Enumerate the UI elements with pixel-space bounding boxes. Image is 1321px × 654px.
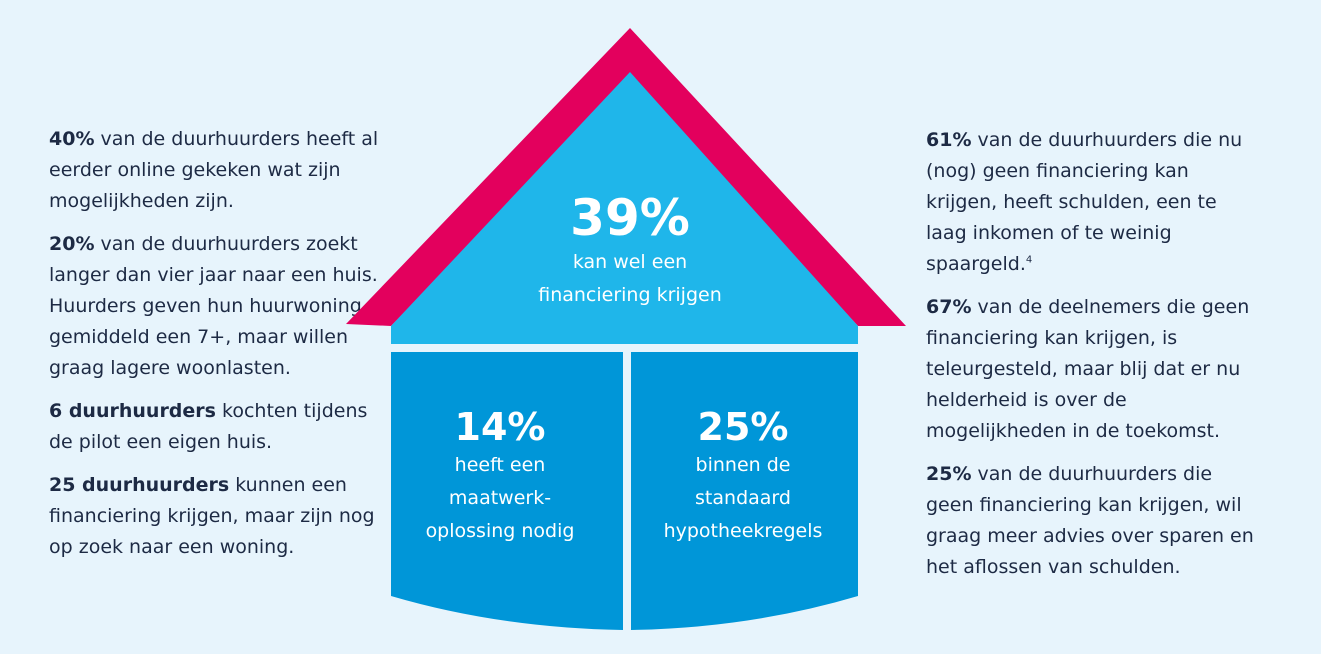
stat-standard-rules: 25% binnen de standaard hypotheekregels bbox=[643, 405, 843, 548]
stat-paragraph-debts: 61% van de duurhuurders die nu (nog) gee… bbox=[926, 129, 1243, 275]
stat-right-label-line1: binnen de bbox=[695, 454, 791, 476]
house-top-section bbox=[391, 72, 858, 344]
house-bottom-left-section bbox=[391, 352, 623, 630]
footnote-marker: 4 bbox=[1025, 254, 1033, 266]
stat-paragraph-search-duration: 20% van de duurhuurders zoekt langer dan… bbox=[49, 233, 378, 379]
stat-paragraph-online: 40% van de duurhuurders heeft al eerder … bbox=[49, 128, 379, 212]
stat-top-percentage: 39% bbox=[570, 189, 690, 247]
stat-paragraph-advice: 25% van de duurhuurders die geen financi… bbox=[926, 463, 1254, 578]
right-text-column: 61% van de duurhuurders die nu (nog) gee… bbox=[926, 125, 1256, 595]
stat-top-label-line2: financiering krijgen bbox=[538, 284, 722, 306]
stat-paragraph-bought-house: 6 duurhuurders kochten tijdens de pilot … bbox=[49, 400, 368, 453]
stat-left-label-line1: heeft een bbox=[454, 454, 546, 476]
stat-right-percentage: 25% bbox=[697, 405, 789, 449]
stat-left-percentage: 14% bbox=[454, 405, 546, 449]
roof bbox=[346, 28, 906, 326]
stat-paragraph-disappointed: 67% van de deelnemers die geen financier… bbox=[926, 296, 1250, 442]
stat-right-label-line2: standaard bbox=[695, 487, 791, 509]
stat-can-finance: 39% kan wel een financiering krijgen bbox=[500, 190, 760, 312]
stat-left-label-line2: maatwerk- bbox=[448, 487, 552, 509]
house-bottom-right-section bbox=[631, 352, 858, 630]
stat-left-label-line3: oplossing nodig bbox=[425, 520, 575, 542]
stat-custom-solution: 14% heeft een maatwerk- oplossing nodig bbox=[400, 405, 600, 548]
stat-top-label-line1: kan wel een bbox=[572, 251, 688, 273]
left-text-column: 40% van de duurhuurders heeft al eerder … bbox=[49, 124, 389, 575]
stat-right-label-line3: hypotheekregels bbox=[663, 520, 823, 542]
stat-paragraph-can-finance: 25 duurhuurders kunnen een financiering … bbox=[49, 474, 375, 558]
